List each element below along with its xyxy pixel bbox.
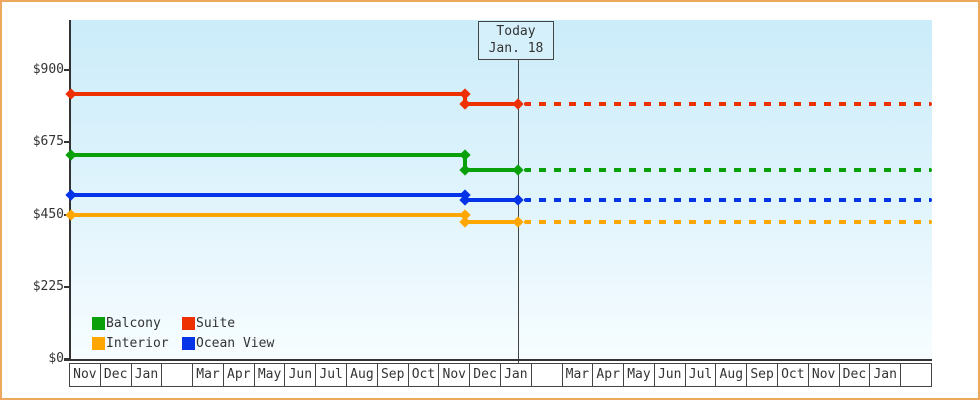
x-axis-month-label: May <box>255 364 286 386</box>
y-axis-tick <box>64 69 71 71</box>
legend: Balcony Suite Interior Ocean View <box>92 313 274 353</box>
x-axis-month-label: Jul <box>686 364 717 386</box>
x-axis-month-label: May <box>624 364 655 386</box>
y-axis-label: $450 <box>32 207 64 222</box>
series-line-dashed-projection <box>524 168 932 172</box>
series-point-diamond <box>512 164 524 176</box>
x-axis-month-label: Jun <box>285 364 317 386</box>
series-point-diamond <box>459 164 471 176</box>
series-line-solid-recent <box>465 168 518 172</box>
today-title: Today <box>496 24 536 39</box>
x-axis-month-label: Dec <box>470 364 501 386</box>
x-axis-month-label: Nov <box>70 364 101 386</box>
y-axis-label: $225 <box>32 279 64 294</box>
y-axis-tick <box>64 358 71 360</box>
series-point-diamond <box>459 98 471 110</box>
legend-label: Suite <box>196 315 236 331</box>
ocean-view-color-swatch-icon <box>182 336 195 350</box>
series-point-diamond <box>459 216 471 228</box>
x-axis-month-label: Dec <box>840 364 871 386</box>
x-axis-month-label: Mar <box>563 364 594 386</box>
suite-color-swatch-icon <box>182 316 195 330</box>
series-line-dashed-projection <box>524 102 932 106</box>
series-point-diamond <box>65 189 77 201</box>
balcony-color-swatch-icon <box>92 316 105 330</box>
x-axis-month-label: Nov <box>439 364 471 386</box>
x-axis-month-label: Mar <box>193 364 224 386</box>
x-axis-month-label: Sep <box>378 364 409 386</box>
x-axis-month-strip: Nov Dec Jan Mar Apr May Jun Jul Aug Sep Oct Nov Dec J… <box>69 363 932 387</box>
y-axis-label: $675 <box>32 134 64 149</box>
x-axis-month-label: Apr <box>224 364 255 386</box>
legend-item-interior: Interior <box>92 333 182 353</box>
x-axis-month-label: Nov <box>809 364 840 386</box>
x-axis-line <box>64 359 932 361</box>
today-date: Jan. 18 <box>488 41 544 56</box>
series-line-dashed-projection <box>524 220 932 224</box>
series-line-solid-recent <box>465 220 518 224</box>
series-point-diamond <box>65 88 77 100</box>
x-axis-month-label: Dec <box>101 364 132 386</box>
legend-label: Interior <box>106 335 169 351</box>
plot-area <box>71 20 932 359</box>
today-marker-box: Today Jan. 18 <box>478 21 554 60</box>
series-point-diamond <box>65 149 77 161</box>
series-point-diamond <box>512 98 524 110</box>
y-axis-tick <box>64 286 71 288</box>
series-line-solid-recent <box>465 102 518 106</box>
series-point-diamond <box>512 216 524 228</box>
series-line-solid-history <box>71 213 465 217</box>
x-axis-month-label: Oct <box>409 364 440 386</box>
series-point-diamond <box>512 194 524 206</box>
y-axis-tick <box>64 141 71 143</box>
x-axis-month-label: Oct <box>778 364 809 386</box>
y-axis-label: $0 <box>48 351 64 366</box>
legend-label: Balcony <box>106 315 161 331</box>
y-axis-label: $900 <box>32 62 64 77</box>
x-axis-month-label <box>532 364 563 386</box>
legend-item-balcony: Balcony <box>92 313 182 333</box>
series-line-solid-history <box>71 92 465 96</box>
x-axis-month-label: Jul <box>316 364 348 386</box>
legend-item-suite: Suite <box>182 313 274 333</box>
interior-color-swatch-icon <box>92 336 105 350</box>
x-axis-month-label: Jan <box>501 364 532 386</box>
x-axis-month-label: Aug <box>347 364 378 386</box>
series-line-solid-history <box>71 193 465 197</box>
x-axis-month-label: Jun <box>655 364 686 386</box>
legend-item-ocean-view: Ocean View <box>182 333 274 353</box>
series-line-solid-history <box>71 153 465 157</box>
x-axis-month-label: Apr <box>593 364 625 386</box>
x-axis-month-label <box>162 364 194 386</box>
series-drop-connector <box>463 155 467 170</box>
legend-label: Ocean View <box>196 335 275 351</box>
today-line <box>518 57 519 363</box>
series-point-diamond <box>459 149 471 161</box>
x-axis-month-label: Aug <box>716 364 748 386</box>
x-axis-month-label: Jan <box>870 364 902 386</box>
series-point-diamond <box>65 209 77 221</box>
series-line-dashed-projection <box>524 198 932 202</box>
series-line-solid-recent <box>465 198 518 202</box>
x-axis-month-label: Sep <box>747 364 778 386</box>
x-axis-month-label: Jan <box>132 364 163 386</box>
